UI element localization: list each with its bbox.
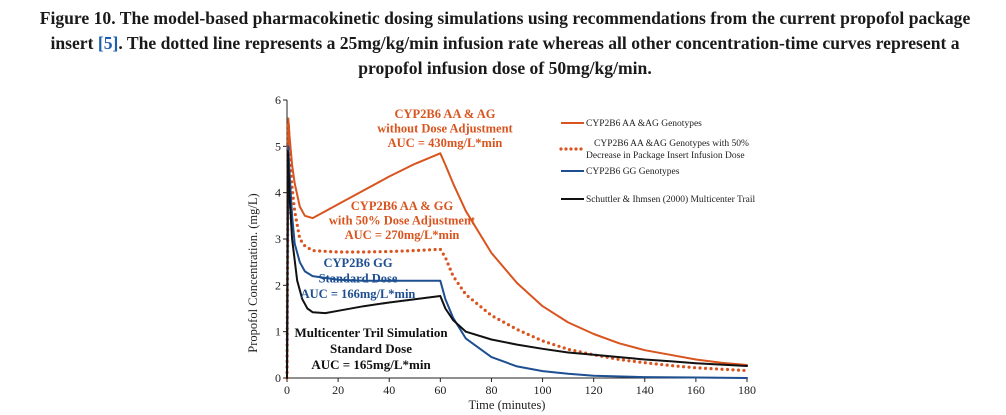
caption-text-2: . The dotted line represents a 25mg/kg/m…	[118, 33, 960, 78]
series-line-4	[286, 150, 748, 379]
series-line-2	[285, 121, 749, 380]
x-axis-label: Time (minutes)	[469, 398, 546, 412]
curve-annotation: CYP2B6 GG Standard Dose AUC = 166mg/L*min	[301, 256, 416, 301]
y-tick-label: 3	[275, 232, 281, 246]
x-tick-label: 80	[485, 383, 497, 397]
y-tick-label: 5	[275, 139, 281, 153]
y-tick-label: 1	[275, 325, 281, 339]
chart-legend: CYP2B6 AA &AG Genotypes CYP2B6 AA &AG Gen…	[559, 119, 755, 205]
y-tick-label: 0	[275, 371, 281, 385]
caption-text-1: Figure 10. The model-based pharmacokinet…	[39, 8, 971, 53]
curve-annotation: Multicenter Tril Simulation Standard Dose…	[294, 325, 448, 372]
caption-reference-link[interactable]: [5]	[97, 33, 119, 53]
x-tick-label: 120	[585, 383, 603, 397]
x-tick-label: 100	[534, 383, 552, 397]
chart-series	[285, 117, 749, 380]
x-tick-label: 60	[434, 383, 446, 397]
y-tick-label: 2	[275, 278, 281, 292]
x-tick-label: 20	[332, 383, 344, 397]
legend-entry-label: CYP2B6 AA &AG Genotypes with 50% Decrease…	[586, 139, 749, 161]
figure-caption: Figure 10. The model-based pharmacokinet…	[22, 6, 988, 81]
y-axis-label: Propofol Concentration. (mg/L)	[246, 193, 260, 352]
x-tick-label: 160	[687, 383, 705, 397]
x-tick-label: 0	[284, 383, 290, 397]
x-tick-label: 140	[636, 383, 654, 397]
x-tick-label: 40	[383, 383, 395, 397]
series-line-1	[286, 117, 748, 379]
x-tick-label: 180	[738, 383, 756, 397]
y-tick-label: 6	[275, 93, 281, 107]
chart-annotations: CYP2B6 AA & AG without Dose Adjustment AUC…	[294, 107, 513, 372]
curve-annotation: CYP2B6 AA & GG with 50% Dose Adjustment AU…	[329, 199, 476, 242]
legend-entry-label: CYP2B6 GG Genotypes	[586, 167, 680, 177]
y-tick-label: 4	[275, 186, 281, 200]
legend-entry-label: CYP2B6 AA &AG Genotypes	[586, 119, 702, 129]
curve-annotation: CYP2B6 AA & AG without Dose Adjustment AUC…	[377, 107, 513, 150]
series-line-3	[286, 145, 748, 379]
legend-entry-label: Schuttler & Ihmsen (2000) Multicenter Tr…	[586, 194, 755, 205]
